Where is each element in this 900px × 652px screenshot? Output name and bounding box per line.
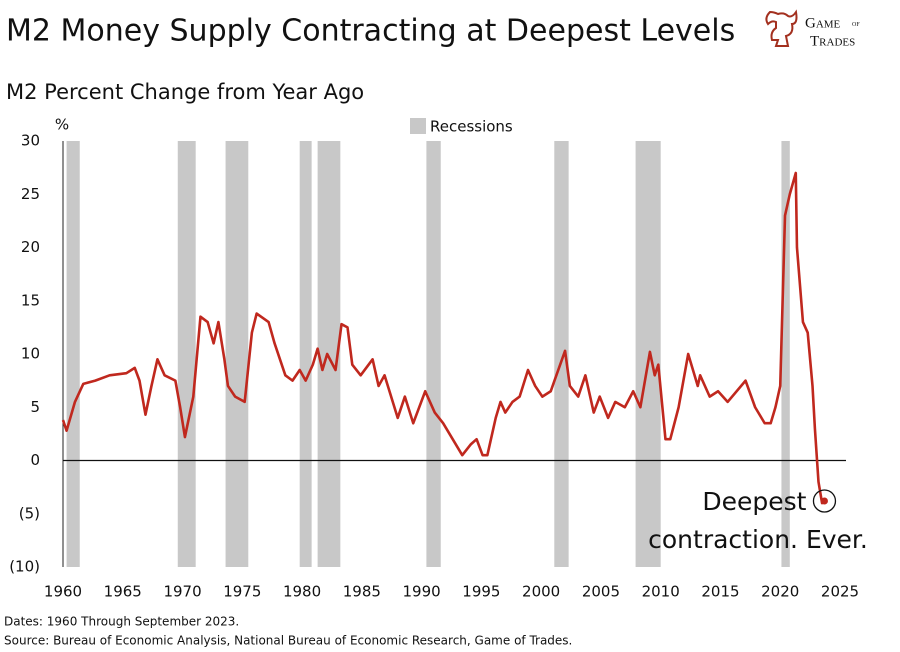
- logo-line2: Trades: [810, 33, 855, 49]
- x-tick-label: 1980: [283, 583, 321, 601]
- y-tick-label: (10): [9, 558, 40, 576]
- x-tick-label: 1975: [223, 583, 261, 601]
- recession-band: [299, 141, 312, 567]
- last-point: [820, 497, 828, 505]
- y-unit: %: [55, 116, 69, 134]
- y-tick-label: 30: [21, 132, 40, 150]
- m2-line: [61, 171, 826, 505]
- x-tick-label: 1965: [104, 583, 142, 601]
- note: Dates: 1960 Through September 2023.: [4, 615, 239, 629]
- recession-band: [426, 141, 441, 567]
- x-tick-label: 2015: [701, 583, 739, 601]
- recession-band: [177, 141, 196, 567]
- annotation: contraction. Ever.: [648, 525, 868, 554]
- x-tick-label: 2025: [821, 583, 859, 601]
- x-tick-label: 2020: [761, 583, 799, 601]
- x-tick-label: 1970: [163, 583, 201, 601]
- source: Source: Bureau of Economic Analysis, Nat…: [4, 634, 572, 648]
- chart-subtitle: M2 Percent Change from Year Ago: [6, 80, 364, 104]
- y-tick-label: 0: [30, 451, 40, 469]
- logo-small: of: [852, 18, 860, 28]
- logo-icon: [765, 9, 798, 47]
- logo-line1: Game: [805, 15, 841, 31]
- y-tick-label: 15: [21, 291, 40, 309]
- x-tick-label: 1960: [44, 583, 82, 601]
- y-tick-label: 20: [21, 238, 40, 256]
- x-tick-label: 1990: [403, 583, 441, 601]
- y-tick-label: 5: [30, 398, 40, 416]
- x-tick-label: 1995: [462, 583, 500, 601]
- annotation-circle: [812, 489, 837, 513]
- chart-title: M2 Money Supply Contracting at Deepest L…: [6, 14, 735, 49]
- legend-label: Recessions: [430, 118, 513, 136]
- recession-band: [781, 141, 790, 567]
- y-tick-label: (5): [19, 504, 40, 522]
- logo: Game of Trades: [765, 9, 860, 49]
- recession-band: [225, 141, 249, 567]
- x-tick-label: 2005: [582, 583, 620, 601]
- recession-band: [635, 141, 661, 567]
- annotation: Deepest: [702, 487, 806, 516]
- legend-swatch: [410, 118, 426, 134]
- y-tick-label: 10: [21, 345, 40, 363]
- recession-band: [66, 141, 80, 567]
- y-tick-label: 25: [21, 185, 40, 203]
- x-tick-label: 2010: [642, 583, 680, 601]
- x-tick-label: 2000: [522, 583, 560, 601]
- x-tick-label: 1985: [343, 583, 381, 601]
